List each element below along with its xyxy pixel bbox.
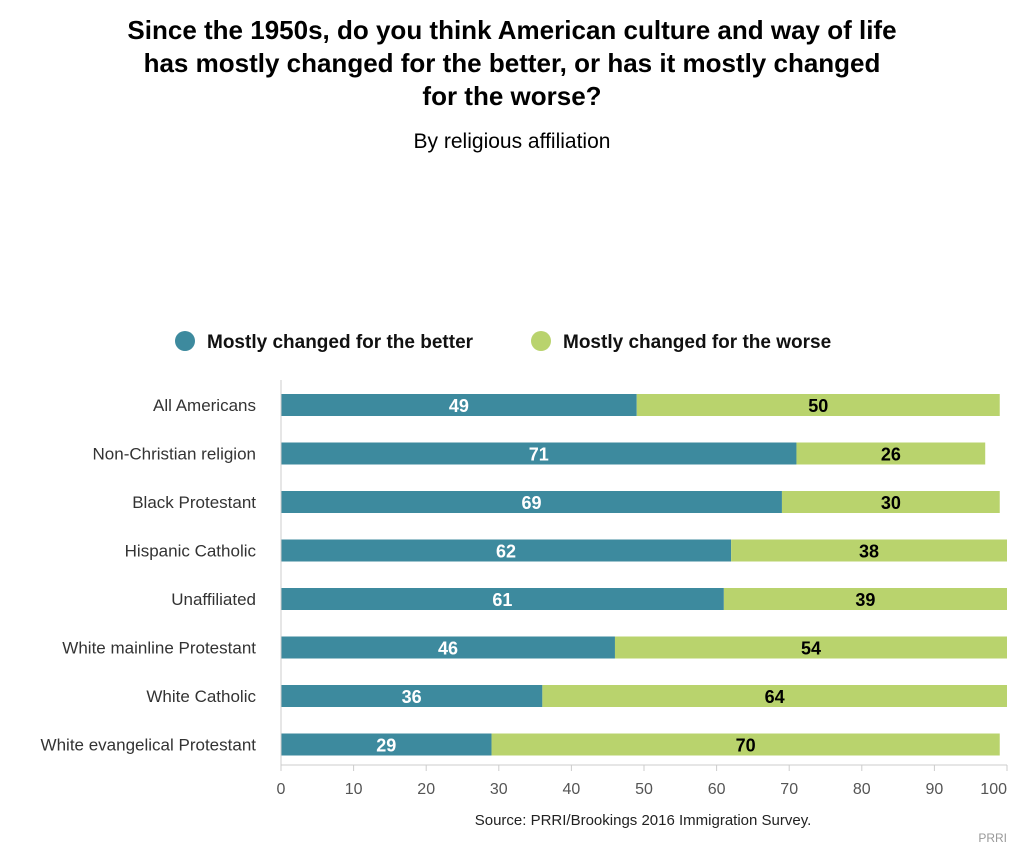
value-label-white-catholic-worse: 64	[765, 687, 785, 707]
value-label-all-americans-worse: 50	[808, 396, 828, 416]
x-tick-label-100: 100	[980, 781, 1007, 798]
category-label-hispanic-catholic: Hispanic Catholic	[125, 542, 257, 561]
category-label-non-christian-religion: Non-Christian religion	[93, 445, 256, 464]
bar-hispanic-catholic-better	[281, 539, 732, 562]
chart-subtitle: By religious affiliation	[413, 130, 611, 153]
bar-unaffiliated-worse	[723, 588, 1007, 610]
bar-white-mainline-protestant-better	[281, 636, 615, 659]
category-label-white-evangelical-protestant: White evangelical Protestant	[41, 736, 257, 755]
category-label-black-protestant: Black Protestant	[132, 493, 256, 512]
value-label-white-catholic-better: 36	[402, 687, 422, 707]
x-tick-label-0: 0	[277, 781, 286, 798]
bar-all-americans-worse	[636, 394, 1000, 416]
value-label-black-protestant-worse: 30	[881, 493, 901, 513]
category-label-white-catholic: White Catholic	[146, 687, 256, 706]
value-label-hispanic-catholic-better: 62	[496, 542, 516, 562]
x-tick-label-20: 20	[417, 781, 435, 798]
x-tick-label-40: 40	[563, 781, 581, 798]
legend-label-mostly-changed-for-the-worse: Mostly changed for the worse	[563, 332, 831, 353]
x-tick-label-60: 60	[708, 781, 726, 798]
x-tick-label-70: 70	[780, 781, 798, 798]
value-label-unaffiliated-better: 61	[492, 590, 512, 610]
axes: 0 10 20 30 40 50 60 70 80 90 100	[277, 380, 1008, 798]
chart-title: Since the 1950s, do you think American c…	[127, 15, 897, 111]
value-label-white-mainline-protestant-better: 46	[438, 639, 458, 659]
bar-non-christian-religion-better	[281, 442, 797, 465]
category-label-unaffiliated: Unaffiliated	[171, 590, 256, 609]
value-label-black-protestant-better: 69	[521, 493, 541, 513]
value-label-non-christian-religion-better: 71	[529, 445, 549, 465]
bar-white-mainline-protestant-worse	[614, 636, 1007, 659]
value-label-non-christian-religion-worse: 26	[881, 445, 901, 465]
legend: Mostly changed for the better Mostly chan…	[175, 331, 831, 353]
x-tick-label-80: 80	[853, 781, 871, 798]
legend-swatch-mostly-changed-for-the-worse	[531, 331, 551, 351]
bar-white-evangelical-protestant-worse	[491, 733, 1000, 756]
value-label-white-mainline-protestant-worse: 54	[801, 639, 821, 659]
bar-black-protestant-better	[281, 491, 782, 513]
value-label-white-evangelical-protestant-worse: 70	[736, 736, 756, 756]
bar-white-catholic-better	[281, 685, 543, 707]
x-tick-label-50: 50	[635, 781, 653, 798]
source-note: Source: PRRI/Brookings 2016 Immigration …	[475, 812, 812, 829]
value-label-white-evangelical-protestant-better: 29	[376, 736, 396, 756]
x-tick-label-30: 30	[490, 781, 508, 798]
category-label-all-americans: All Americans	[153, 396, 256, 415]
bars: All Americans 49 50 Non-Christian religion 7…	[41, 394, 1007, 756]
bar-hispanic-catholic-worse	[731, 539, 1007, 562]
brand-label: PRRI	[978, 831, 1007, 845]
legend-label-mostly-changed-for-the-better: Mostly changed for the better	[207, 332, 474, 353]
value-label-unaffiliated-worse: 39	[855, 590, 875, 610]
bar-white-catholic-worse	[542, 685, 1007, 707]
value-label-all-americans-better: 49	[449, 396, 469, 416]
bar-non-christian-religion-worse	[796, 442, 986, 465]
category-label-white-mainline-protestant: White mainline Protestant	[62, 639, 256, 658]
bar-all-americans-better	[281, 394, 637, 416]
x-tick-label-10: 10	[345, 781, 363, 798]
value-label-hispanic-catholic-worse: 38	[859, 542, 879, 562]
bar-black-protestant-worse	[781, 491, 1000, 513]
bar-unaffiliated-better	[281, 588, 724, 610]
legend-swatch-mostly-changed-for-the-better	[175, 331, 195, 351]
bar-white-evangelical-protestant-better	[281, 733, 492, 756]
x-tick-label-90: 90	[926, 781, 944, 798]
